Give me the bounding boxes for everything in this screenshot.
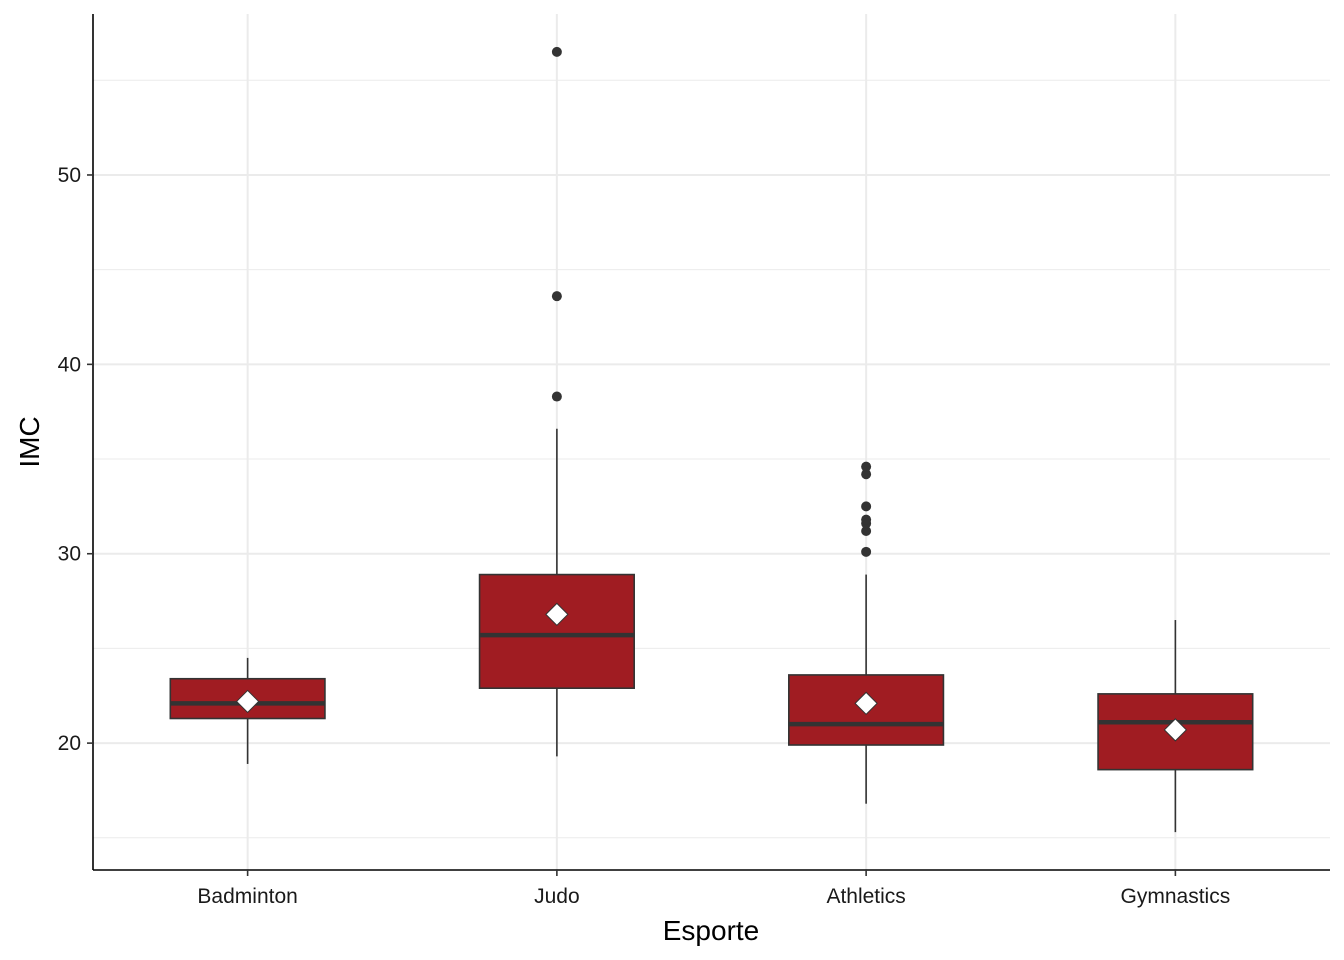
y-axis-title: IMC bbox=[14, 416, 45, 467]
outlier-point bbox=[551, 291, 562, 302]
y-tick-label: 40 bbox=[58, 353, 81, 376]
x-tick-label-judo: Judo bbox=[534, 885, 580, 908]
y-tick-label: 20 bbox=[58, 732, 81, 755]
axis-layer bbox=[92, 14, 1330, 871]
x-axis-title: Esporte bbox=[663, 915, 760, 946]
y-tick-label: 30 bbox=[58, 543, 81, 566]
x-tick-label-badminton: Badminton bbox=[197, 885, 297, 908]
outlier-point bbox=[861, 514, 872, 525]
mean-marker bbox=[854, 691, 878, 716]
outlier-point bbox=[861, 461, 872, 472]
outlier-point bbox=[861, 469, 872, 480]
box-layer bbox=[169, 46, 1254, 833]
box-group-gymnastics bbox=[1097, 620, 1254, 833]
box-group-athletics bbox=[788, 461, 945, 804]
outlier-point bbox=[551, 46, 562, 57]
y-tick-label: 50 bbox=[58, 164, 81, 187]
label-layer: 20 30 40 50 Badminton Judo Athletics Gymnastics bbox=[58, 164, 1231, 908]
x-tick-label-gymnastics: Gymnastics bbox=[1121, 885, 1231, 908]
mean-marker bbox=[545, 602, 569, 627]
x-tick-label-athletics: Athletics bbox=[826, 885, 905, 908]
outlier-point bbox=[861, 546, 872, 557]
outlier-point bbox=[551, 391, 562, 402]
box-group-badminton bbox=[169, 657, 326, 764]
mean-marker bbox=[1163, 718, 1188, 742]
outlier-point bbox=[861, 526, 872, 537]
outlier-point bbox=[861, 501, 872, 512]
box-group-judo bbox=[478, 46, 635, 757]
mean-marker bbox=[235, 689, 260, 714]
iqr-box bbox=[478, 573, 635, 689]
